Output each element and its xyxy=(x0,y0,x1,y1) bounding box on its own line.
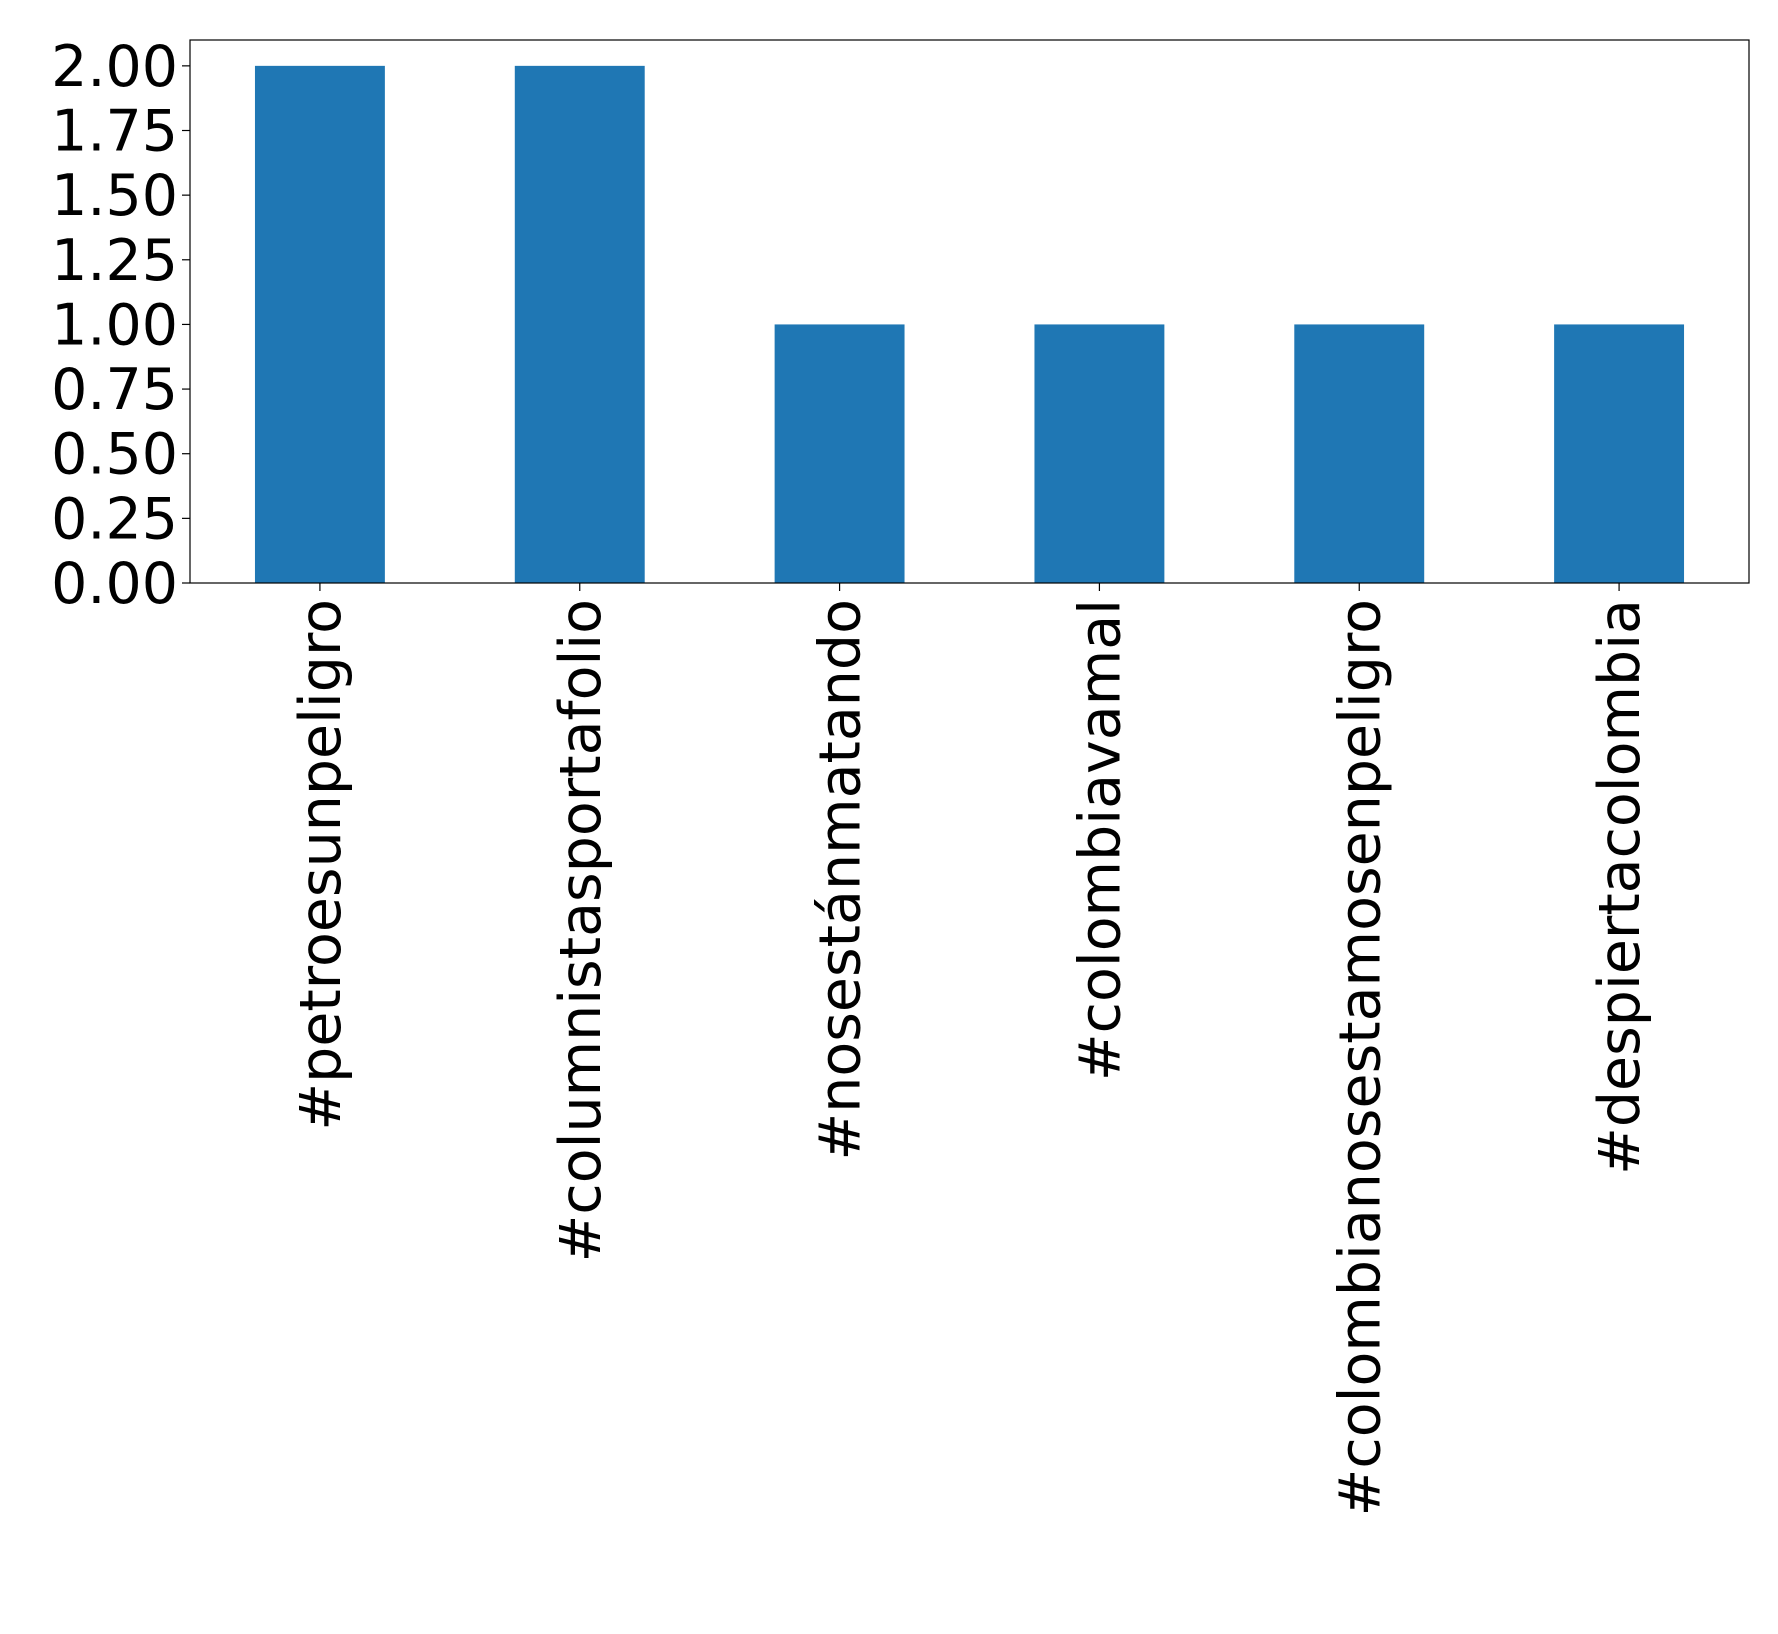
bar xyxy=(514,65,645,584)
x-tick-label: #colombiavamal xyxy=(1067,599,1133,1081)
y-tick-label: 1.25 xyxy=(51,228,178,294)
x-tick-label: #nosestánmatando xyxy=(808,599,874,1161)
bar xyxy=(1294,324,1425,583)
y-tick-label: 2.00 xyxy=(51,34,178,100)
x-tick-label: #colombianosestamosenpeligro xyxy=(1327,599,1393,1516)
y-tick-label: 0.75 xyxy=(51,357,178,423)
y-tick-label: 0.25 xyxy=(51,486,178,552)
x-tick-label: #columnistasportafolio xyxy=(548,599,614,1262)
plot-frame xyxy=(189,39,1750,584)
bar xyxy=(1034,324,1165,583)
bar xyxy=(774,324,905,583)
y-tick-label: 0.00 xyxy=(51,551,178,617)
y-tick-label: 1.50 xyxy=(51,163,178,229)
x-tick-label: #despiertacolombia xyxy=(1587,599,1653,1175)
y-tick-label: 0.50 xyxy=(51,422,178,488)
bar xyxy=(254,65,385,584)
bar xyxy=(1554,324,1685,583)
y-tick-label: 1.00 xyxy=(51,292,178,358)
x-tick-label: #petroesunpeligro xyxy=(288,599,354,1131)
y-tick-label: 1.75 xyxy=(51,99,178,165)
